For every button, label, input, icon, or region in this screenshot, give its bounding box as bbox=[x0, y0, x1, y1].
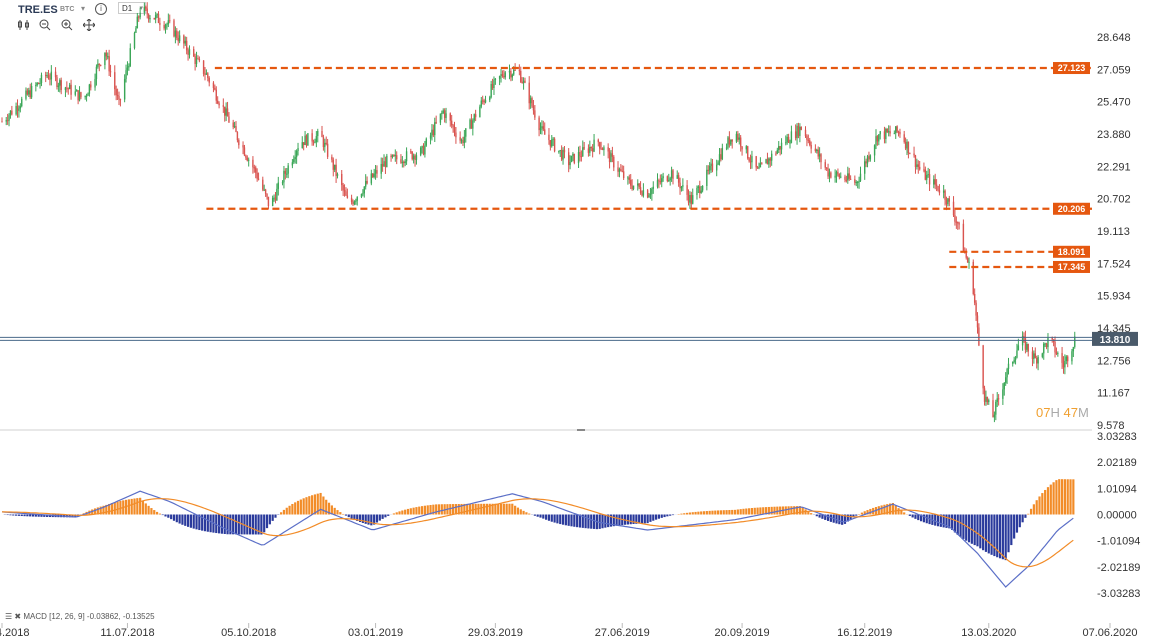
price-tick-label: 12.756 bbox=[1097, 355, 1131, 367]
level-badge-label: 18.091 bbox=[1058, 247, 1086, 257]
chevron-down-icon[interactable]: ▾ bbox=[81, 4, 86, 13]
info-icon[interactable]: i bbox=[95, 3, 107, 15]
macd-tick-label: 0.00000 bbox=[1097, 510, 1137, 522]
date-tick-label: 27.06.2019 bbox=[595, 627, 650, 639]
signal-line bbox=[2, 498, 1074, 568]
price-tick-label: 28.648 bbox=[1097, 32, 1131, 44]
date-tick-label: 20.09.2019 bbox=[715, 627, 770, 639]
macd-tick-label: 3.03283 bbox=[1097, 431, 1137, 443]
price-tick-label: 19.113 bbox=[1097, 226, 1130, 238]
macd-tick-label: -1.01094 bbox=[1097, 536, 1140, 548]
level-badge-label: 27.123 bbox=[1058, 63, 1086, 73]
macd-tick-label: -2.02189 bbox=[1097, 562, 1140, 574]
macd-tick-label: -3.03283 bbox=[1097, 588, 1140, 600]
price-tick-label: 20.702 bbox=[1097, 194, 1131, 206]
chart-toolbar: TRE.ES BTC ▾ i D1 ▾ bbox=[0, 0, 1150, 40]
macd-legend[interactable]: ☰ ✖ MACD [12, 26, 9] -0.03862, -0.13525 bbox=[5, 612, 155, 621]
zoom-out-icon[interactable] bbox=[37, 19, 53, 35]
countdown-hours: 07 bbox=[1036, 405, 1051, 420]
date-tick-label: 29.03.2019 bbox=[468, 627, 523, 639]
price-tick-label: 22.291 bbox=[1097, 161, 1131, 173]
candles-icon[interactable] bbox=[16, 19, 32, 35]
level-badge bbox=[1053, 245, 1090, 258]
price-tick-label: 9.578 bbox=[1097, 420, 1125, 432]
macd-tick-label: 1.01094 bbox=[1097, 483, 1137, 495]
price-tick-label: 25.470 bbox=[1097, 97, 1131, 109]
price-tick-label: 23.880 bbox=[1097, 129, 1131, 141]
candle-countdown: 07H 47M bbox=[1036, 405, 1089, 420]
macd-tick-label: 2.02189 bbox=[1097, 457, 1137, 469]
countdown-minutes: 47 bbox=[1063, 405, 1078, 420]
level-badge bbox=[1053, 62, 1090, 75]
symbol-label[interactable]: TRE.ES bbox=[18, 4, 58, 16]
price-tick-label: 11.167 bbox=[1097, 388, 1130, 400]
price-tick-label: 27.059 bbox=[1097, 64, 1131, 76]
date-tick-label: 07.06.2020 bbox=[1082, 627, 1137, 639]
move-icon[interactable] bbox=[81, 18, 97, 35]
level-badge-label: 17.345 bbox=[1058, 262, 1086, 272]
current-price-badge bbox=[1092, 331, 1138, 346]
price-tick-label: 17.524 bbox=[1097, 258, 1131, 270]
countdown-minutes-unit: M bbox=[1077, 405, 1089, 420]
macd-line bbox=[1, 490, 1074, 588]
exchange-label: BTC bbox=[60, 6, 75, 13]
level-badge bbox=[1053, 202, 1090, 215]
date-tick-label: 13.03.2020 bbox=[961, 627, 1016, 639]
date-tick-label: 13.04.2018 bbox=[0, 627, 30, 639]
price-tick-label: 15.934 bbox=[1097, 291, 1131, 303]
zoom-in-icon[interactable] bbox=[59, 19, 75, 35]
date-tick-label: 03.01.2019 bbox=[348, 627, 403, 639]
current-price-label: 13.810 bbox=[1100, 335, 1131, 346]
timeframe-value: D1 bbox=[122, 4, 133, 13]
date-tick-label: 05.10.2018 bbox=[221, 627, 276, 639]
date-tick-label: 16.12.2019 bbox=[837, 627, 892, 639]
date-tick-label: 11.07.2018 bbox=[100, 627, 154, 639]
level-badge-label: 20.206 bbox=[1058, 204, 1086, 214]
countdown-hours-unit: H bbox=[1050, 405, 1060, 420]
chevron-down-icon: ▾ bbox=[139, 5, 143, 12]
level-badge bbox=[1053, 260, 1090, 273]
